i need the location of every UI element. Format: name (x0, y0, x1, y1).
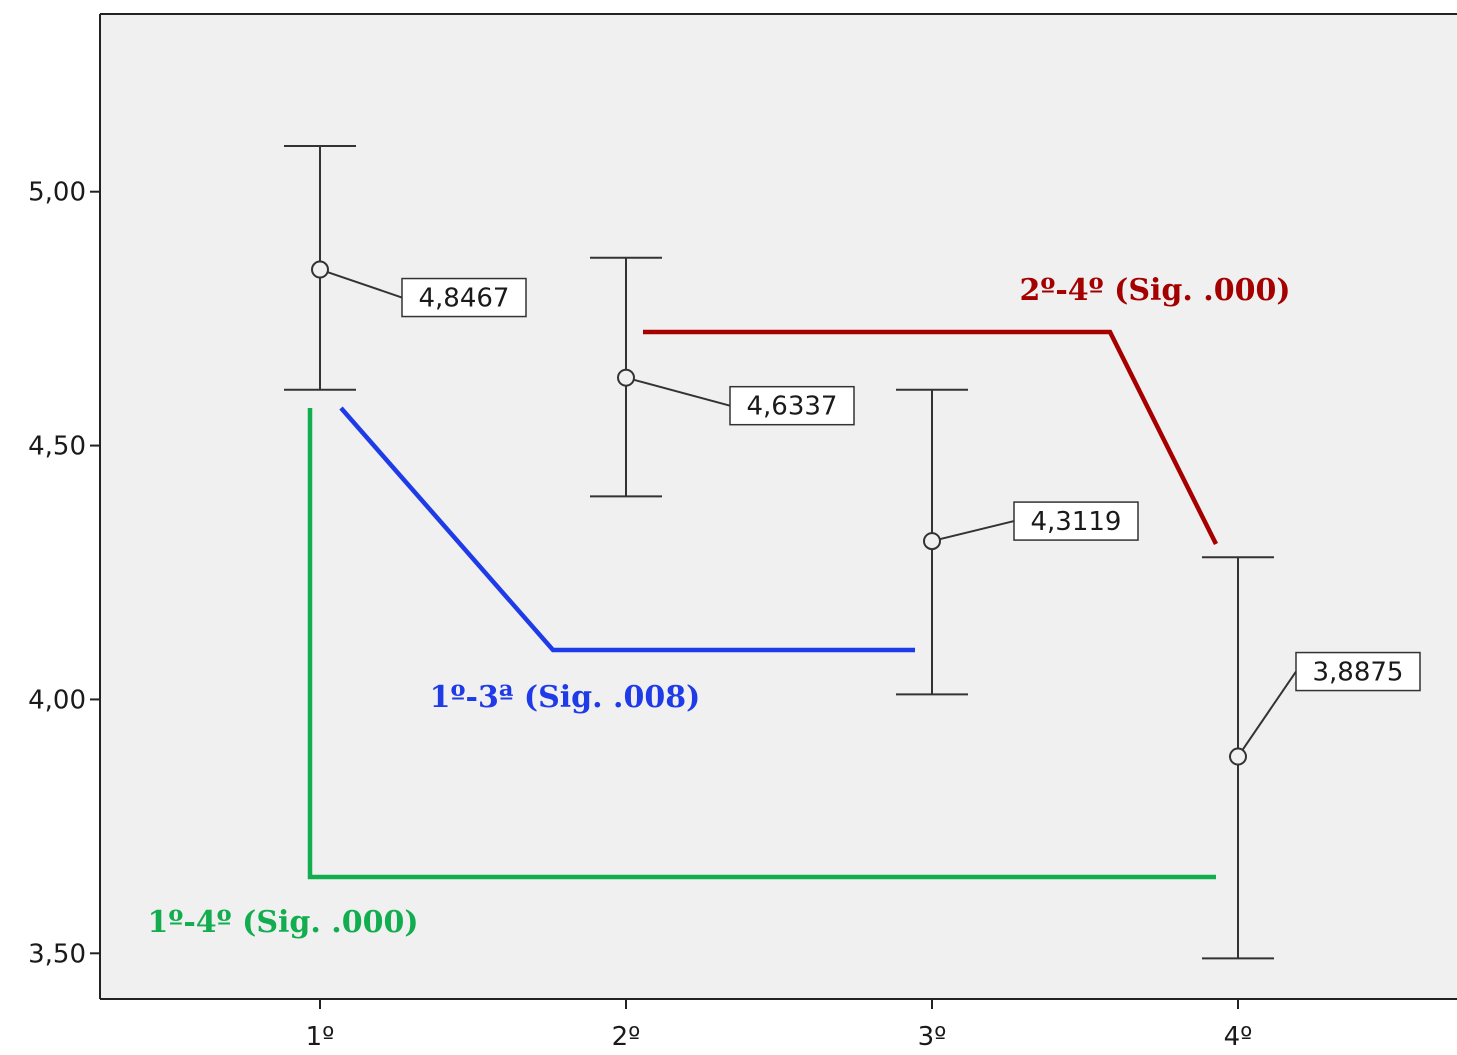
mean-label-leader (625, 376, 731, 407)
mean-label-box (401, 277, 527, 318)
x-tick-label: 4º (1224, 1022, 1253, 1052)
mean-label-leader (931, 520, 1015, 543)
comparison-label: 1º-3ª (Sig. .008) (430, 680, 701, 715)
mean-marker (1229, 747, 1247, 766)
plot-area (100, 14, 1457, 999)
comparison-line (339, 406, 915, 653)
mean-marker (923, 532, 941, 551)
mean-label-box (1013, 501, 1139, 541)
mean-label-box (1295, 651, 1421, 692)
y-tick-label: 4,00 (28, 685, 86, 715)
comparison-label: 2º-4º (Sig. .000) (1019, 273, 1290, 308)
mean-label-box (729, 385, 855, 426)
mean-value-label: 3,8875 (1313, 658, 1404, 688)
mean-value-label: 4,8467 (419, 284, 510, 314)
y-tick-label: 4,50 (28, 432, 86, 462)
mean-label-leader (319, 268, 403, 299)
comparison-line (643, 329, 1219, 546)
comparison-label: 1º-4º (Sig. .000) (147, 905, 418, 940)
mean-value-label: 4,6337 (747, 392, 838, 422)
y-tick-label: 5,00 (28, 178, 86, 208)
mean-value-label: 4,3119 (1031, 507, 1122, 537)
mean-marker (617, 368, 635, 387)
axes: 5,00 4,50 4,00 3,50 1º 2º 3º 4º (28, 13, 1457, 1052)
y-tick-label: 3,50 (28, 939, 86, 969)
x-tick-label: 3º (918, 1022, 947, 1052)
mean-label-leader (1237, 670, 1297, 758)
comparison-line (307, 408, 1216, 880)
x-tick-label: 1º (306, 1022, 335, 1052)
mean-marker (311, 260, 329, 279)
x-tick-label: 2º (612, 1022, 641, 1052)
comparison-annotations: 2º-4º (Sig. .000) 1º-3ª (Sig. .008) 1º-4º … (147, 273, 1290, 940)
series: 4,8467 4,6337 4,3119 3,8875 (284, 145, 1421, 960)
